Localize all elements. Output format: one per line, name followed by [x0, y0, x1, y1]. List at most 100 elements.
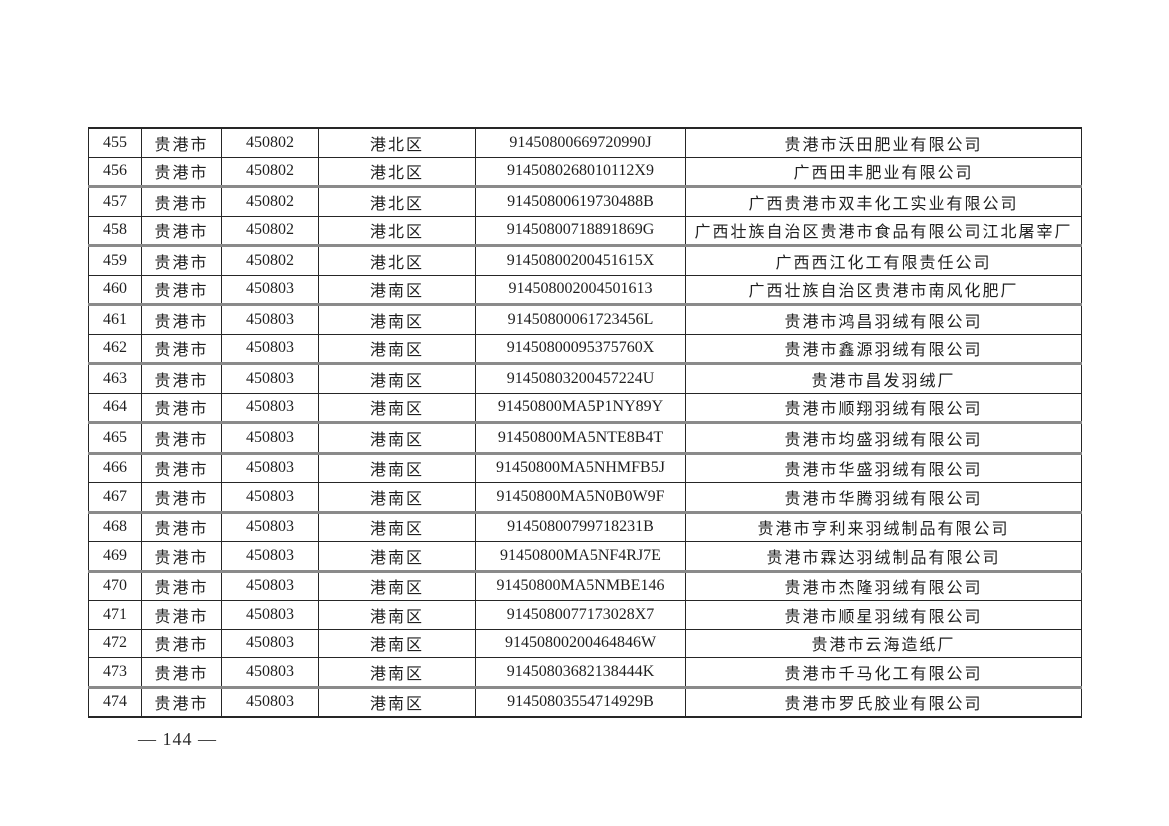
cell-company-name: 贵港市霖达羽绒制品有限公司 — [685, 541, 1082, 573]
cell-district-code: 450803 — [221, 511, 319, 542]
cell-district: 港南区 — [318, 422, 476, 455]
cell-credit-code: 91450800200451615X — [475, 245, 686, 276]
cell-credit-code: 91450803200457224U — [475, 363, 686, 394]
cell-credit-code: 91450800MA5NHMFB5J — [475, 452, 686, 483]
cell-district: 港南区 — [318, 570, 476, 601]
cell-city: 贵港市 — [141, 600, 222, 630]
cell-credit-code: 91450800061723456L — [475, 304, 686, 335]
table-row: 458 贵港市 450802 港北区 91450800718891869G 广西… — [88, 215, 1082, 247]
cell-sequence-number: 460 — [88, 274, 142, 306]
cell-district-code: 450803 — [221, 628, 319, 658]
table-row: 464 贵港市 450803 港南区 91450800MA5P1NY89Y 贵港… — [88, 392, 1082, 424]
cell-district: 港北区 — [318, 156, 476, 188]
cell-sequence-number: 456 — [88, 156, 142, 188]
cell-sequence-number: 471 — [88, 600, 142, 630]
cell-district-code: 450803 — [221, 274, 319, 306]
cell-sequence-number: 458 — [88, 215, 142, 247]
cell-district-code: 450802 — [221, 127, 319, 158]
cell-district: 港南区 — [318, 541, 476, 573]
cell-district: 港南区 — [318, 333, 476, 365]
cell-district-code: 450803 — [221, 333, 319, 365]
cell-city: 贵港市 — [141, 392, 222, 424]
cell-credit-code: 91450800619730488B — [475, 186, 686, 217]
table-row: 456 贵港市 450802 港北区 9145080268010112X9 广西… — [88, 156, 1082, 188]
cell-credit-code: 914508002004501613 — [475, 274, 686, 306]
cell-sequence-number: 461 — [88, 304, 142, 335]
cell-district-code: 450803 — [221, 541, 319, 573]
cell-company-name: 贵港市千马化工有限公司 — [685, 657, 1082, 689]
table-row: 473 贵港市 450803 港南区 91450803682138444K 贵港… — [88, 657, 1082, 689]
cell-city: 贵港市 — [141, 452, 222, 483]
cell-company-name: 广西壮族自治区贵港市食品有限公司江北屠宰厂 — [685, 215, 1082, 247]
cell-sequence-number: 464 — [88, 392, 142, 424]
cell-company-name: 贵港市华盛羽绒有限公司 — [685, 452, 1082, 483]
cell-credit-code: 91450800669720990J — [475, 127, 686, 158]
cell-company-name: 贵港市昌发羽绒厂 — [685, 363, 1082, 394]
cell-city: 贵港市 — [141, 215, 222, 247]
table-row: 460 贵港市 450803 港南区 914508002004501613 广西… — [88, 274, 1082, 306]
cell-company-name: 贵港市均盛羽绒有限公司 — [685, 422, 1082, 455]
cell-credit-code: 91450800MA5NMBE146 — [475, 570, 686, 601]
cell-sequence-number: 468 — [88, 511, 142, 542]
cell-district-code: 450802 — [221, 245, 319, 276]
cell-credit-code: 91450803682138444K — [475, 657, 686, 689]
cell-district: 港南区 — [318, 600, 476, 630]
cell-district: 港南区 — [318, 511, 476, 542]
table-row: 467 贵港市 450803 港南区 91450800MA5N0B0W9F 贵港… — [88, 482, 1082, 514]
cell-district: 港北区 — [318, 245, 476, 276]
cell-district: 港南区 — [318, 452, 476, 483]
cell-sequence-number: 455 — [88, 127, 142, 158]
cell-credit-code: 91450800799718231B — [475, 511, 686, 542]
cell-district-code: 450802 — [221, 156, 319, 188]
cell-company-name: 贵港市鑫源羽绒有限公司 — [685, 333, 1082, 365]
cell-sequence-number: 474 — [88, 686, 142, 718]
table-row: 459 贵港市 450802 港北区 91450800200451615X 广西… — [88, 245, 1082, 276]
cell-district-code: 450803 — [221, 422, 319, 455]
cell-district-code: 450803 — [221, 570, 319, 601]
cell-city: 贵港市 — [141, 570, 222, 601]
cell-sequence-number: 459 — [88, 245, 142, 276]
cell-district: 港北区 — [318, 215, 476, 247]
cell-city: 贵港市 — [141, 482, 222, 514]
cell-district: 港南区 — [318, 482, 476, 514]
cell-district: 港南区 — [318, 304, 476, 335]
cell-credit-code: 91450800MA5NF4RJ7E — [475, 541, 686, 573]
cell-company-name: 贵港市顺星羽绒有限公司 — [685, 600, 1082, 630]
cell-credit-code: 91450800MA5P1NY89Y — [475, 392, 686, 424]
cell-city: 贵港市 — [141, 422, 222, 455]
cell-company-name: 贵港市华腾羽绒有限公司 — [685, 482, 1082, 514]
cell-credit-code: 91450800MA5N0B0W9F — [475, 482, 686, 514]
table-row: 465 贵港市 450803 港南区 91450800MA5NTE8B4T 贵港… — [88, 422, 1082, 455]
cell-credit-code: 91450800095375760X — [475, 333, 686, 365]
company-table: 455 贵港市 450802 港北区 91450800669720990J 贵港… — [88, 127, 1082, 718]
cell-city: 贵港市 — [141, 657, 222, 689]
cell-city: 贵港市 — [141, 628, 222, 658]
cell-district: 港南区 — [318, 657, 476, 689]
cell-sequence-number: 473 — [88, 657, 142, 689]
cell-district: 港南区 — [318, 363, 476, 394]
cell-credit-code: 9145080268010112X9 — [475, 156, 686, 188]
table-row: 457 贵港市 450802 港北区 91450800619730488B 广西… — [88, 186, 1082, 217]
cell-credit-code: 91450800200464846W — [475, 628, 686, 658]
cell-sequence-number: 462 — [88, 333, 142, 365]
cell-sequence-number: 463 — [88, 363, 142, 394]
cell-city: 贵港市 — [141, 274, 222, 306]
table-row: 462 贵港市 450803 港南区 91450800095375760X 贵港… — [88, 333, 1082, 365]
cell-city: 贵港市 — [141, 363, 222, 394]
cell-company-name: 贵港市亨利来羽绒制品有限公司 — [685, 511, 1082, 542]
cell-credit-code: 91450803554714929B — [475, 686, 686, 718]
cell-city: 贵港市 — [141, 156, 222, 188]
cell-city: 贵港市 — [141, 686, 222, 718]
page-number: — 144 — — [138, 729, 217, 749]
cell-sequence-number: 457 — [88, 186, 142, 217]
cell-city: 贵港市 — [141, 511, 222, 542]
cell-company-name: 贵港市罗氏胶业有限公司 — [685, 686, 1082, 718]
cell-credit-code: 9145080077173028X7 — [475, 600, 686, 630]
cell-company-name: 广西贵港市双丰化工实业有限公司 — [685, 186, 1082, 217]
cell-city: 贵港市 — [141, 304, 222, 335]
cell-city: 贵港市 — [141, 186, 222, 217]
cell-district: 港北区 — [318, 186, 476, 217]
table-row: 463 贵港市 450803 港南区 91450803200457224U 贵港… — [88, 363, 1082, 394]
table-row: 474 贵港市 450803 港南区 91450803554714929B 贵港… — [88, 686, 1082, 718]
